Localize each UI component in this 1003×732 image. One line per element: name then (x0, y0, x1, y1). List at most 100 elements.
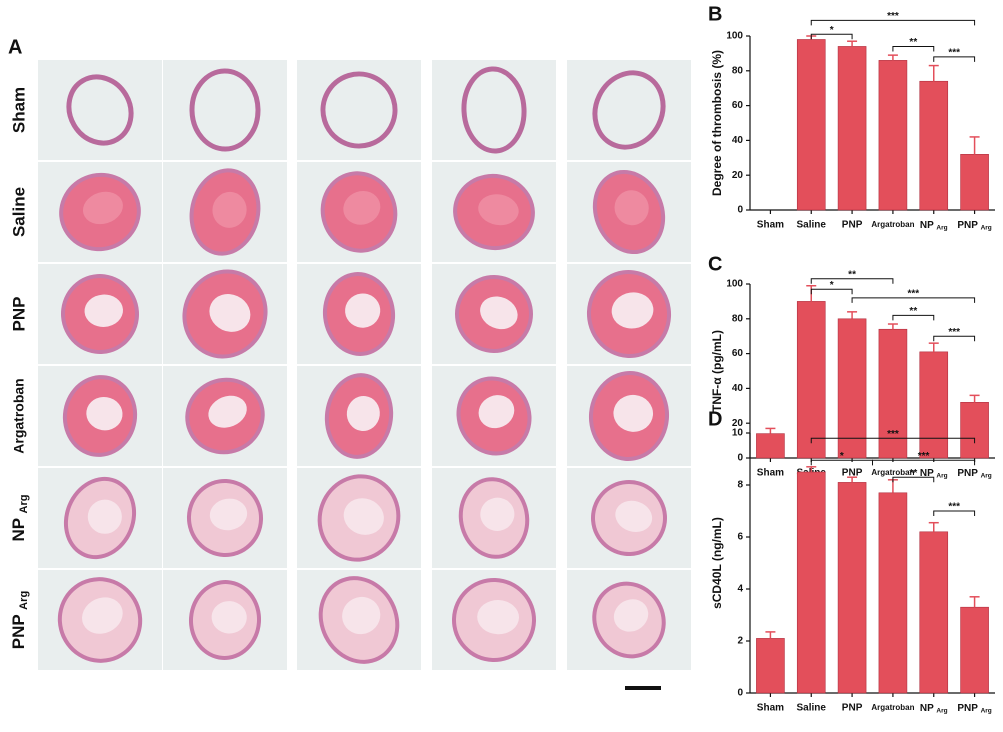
thrombus-core (212, 191, 247, 228)
x-tick-label: PNP (842, 703, 863, 714)
x-tick-label: Sham (757, 703, 784, 714)
significance-label: ** (848, 269, 856, 280)
vessel-wall (461, 66, 527, 154)
row-label: Saline (9, 187, 28, 237)
significance-label: ** (909, 306, 917, 317)
significance-bracket (810, 19, 976, 26)
thrombus-core (82, 191, 123, 225)
significance-label: *** (948, 502, 960, 513)
x-tick-label: PNP (842, 220, 863, 231)
scale-bar (625, 686, 661, 690)
bar (796, 471, 826, 694)
bar (837, 482, 867, 694)
y-tick-label: 10 (732, 428, 744, 439)
significance-bracket (810, 288, 853, 295)
bar (756, 433, 785, 459)
y-tick-label: 60 (732, 348, 744, 359)
thrombus-core (346, 395, 380, 432)
y-tick-label: 0 (737, 688, 743, 699)
y-tick-label: 0 (737, 205, 743, 216)
significance-label: *** (918, 451, 930, 462)
y-tick-label: 80 (732, 65, 744, 76)
bar (960, 402, 989, 459)
y-tick-label: 40 (732, 383, 744, 394)
significance-bracket (851, 297, 976, 303)
micrograph (163, 60, 287, 160)
micrograph (432, 60, 556, 160)
thrombus-core (84, 294, 124, 327)
thrombus-core (86, 396, 123, 431)
x-tick-label: NP Arg (920, 468, 948, 479)
panel-label: B (708, 3, 722, 25)
thrombus-core (615, 500, 653, 533)
thrombus-core (211, 601, 247, 634)
y-tick-label: 20 (732, 418, 744, 429)
bar (878, 492, 908, 694)
micrograph (297, 60, 421, 160)
thrombus-core (87, 499, 122, 534)
y-tick-label: 2 (737, 636, 743, 647)
thrombus-core (209, 294, 251, 332)
x-tick-label: PNP Arg (957, 703, 991, 714)
bar (960, 154, 989, 211)
x-tick-label: Argatroban (871, 703, 914, 712)
row-label: PNP (9, 297, 28, 332)
significance-label: *** (948, 327, 960, 338)
significance-bracket (933, 335, 976, 342)
significance-bracket (810, 278, 894, 284)
thrombus-core (611, 292, 654, 329)
x-tick-label: PNP Arg (957, 468, 991, 479)
y-axis-label: TNF-α (pg/mL) (710, 330, 724, 412)
panel-label: C (708, 253, 722, 275)
x-tick-label: Saline (797, 703, 827, 714)
y-tick-label: 6 (737, 532, 743, 543)
significance-label: *** (948, 48, 960, 59)
thrombus-core (477, 600, 519, 635)
significance-label: *** (887, 429, 899, 440)
bar (960, 606, 989, 694)
y-tick-label: 8 (737, 480, 743, 491)
significance-label: * (830, 280, 834, 291)
bar (878, 328, 908, 459)
significance-bracket (892, 476, 935, 483)
y-tick-label: 100 (726, 31, 743, 42)
bar (919, 351, 949, 459)
vessel-wall (592, 70, 666, 150)
thrombus-core (345, 293, 381, 328)
x-tick-label: PNP (842, 468, 863, 479)
bar (878, 60, 908, 211)
micrograph (567, 60, 691, 160)
x-tick-label: Argatroban (871, 468, 914, 477)
significance-label: ** (909, 37, 917, 48)
y-tick-label: 60 (732, 100, 744, 111)
significance-bracket (892, 314, 935, 321)
bar (919, 80, 949, 211)
thrombus-core (614, 190, 649, 226)
significance-bracket (892, 45, 935, 52)
y-axis-label: sCD40L (ng/mL) (710, 517, 724, 609)
bar (837, 318, 867, 459)
y-tick-label: 100 (726, 279, 743, 290)
thrombus-core (342, 596, 381, 635)
y-tick-label: 4 (737, 584, 743, 595)
significance-label: * (840, 451, 844, 462)
row-label: PNP Arg (9, 591, 29, 650)
bar (796, 301, 826, 459)
x-tick-label: Argatroban (871, 220, 914, 229)
thrombus-core (209, 498, 248, 531)
vessel-wall (66, 74, 134, 146)
thrombus-core (478, 395, 515, 429)
significance-bracket (810, 33, 853, 40)
significance-bracket (933, 56, 976, 62)
y-tick-label: 20 (732, 170, 744, 181)
vessel-wall (320, 71, 398, 149)
thrombus-core (343, 498, 384, 535)
y-tick-label: 80 (732, 313, 744, 324)
significance-label: * (830, 25, 834, 36)
thrombus-core (480, 296, 518, 330)
x-tick-label: NP Arg (920, 703, 948, 714)
bar (756, 638, 785, 694)
y-tick-label: 40 (732, 135, 744, 146)
row-label: NP Arg (9, 494, 29, 541)
